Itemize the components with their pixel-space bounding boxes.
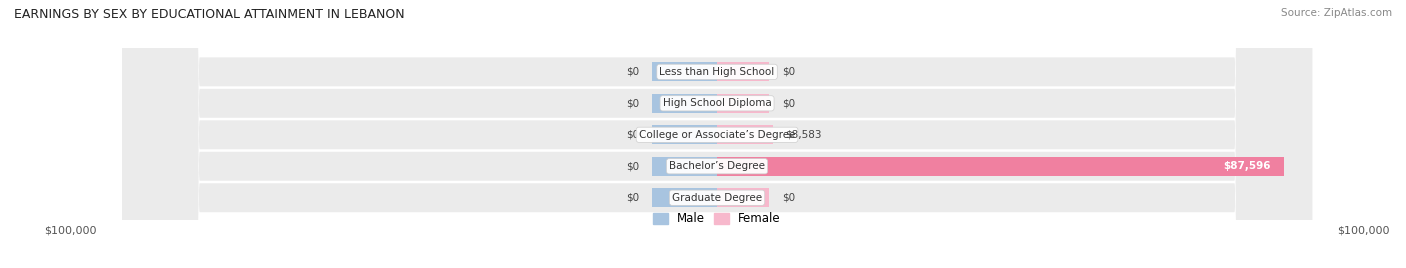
Text: $0: $0: [626, 130, 640, 140]
Text: $0: $0: [782, 193, 794, 203]
FancyBboxPatch shape: [122, 0, 1312, 268]
Text: EARNINGS BY SEX BY EDUCATIONAL ATTAINMENT IN LEBANON: EARNINGS BY SEX BY EDUCATIONAL ATTAINMEN…: [14, 8, 405, 21]
Text: $87,596: $87,596: [1223, 161, 1271, 171]
Bar: [652, 94, 717, 113]
Text: $0: $0: [782, 98, 794, 108]
Bar: [717, 157, 1284, 176]
Text: Less than High School: Less than High School: [659, 67, 775, 77]
Bar: [652, 125, 717, 144]
FancyBboxPatch shape: [122, 0, 1312, 268]
Bar: [652, 157, 717, 176]
Bar: [717, 188, 769, 207]
Text: $8,583: $8,583: [786, 130, 823, 140]
FancyBboxPatch shape: [122, 0, 1312, 268]
Text: Graduate Degree: Graduate Degree: [672, 193, 762, 203]
Legend: Male, Female: Male, Female: [648, 208, 786, 230]
FancyBboxPatch shape: [122, 0, 1312, 268]
Text: College or Associate’s Degree: College or Associate’s Degree: [638, 130, 796, 140]
Text: Bachelor’s Degree: Bachelor’s Degree: [669, 161, 765, 171]
Bar: [717, 94, 769, 113]
Text: $0: $0: [626, 98, 640, 108]
Text: High School Diploma: High School Diploma: [662, 98, 772, 108]
FancyBboxPatch shape: [122, 0, 1312, 268]
Text: $0: $0: [782, 67, 794, 77]
Text: $0: $0: [626, 193, 640, 203]
Bar: [652, 62, 717, 81]
Bar: [652, 188, 717, 207]
Text: Source: ZipAtlas.com: Source: ZipAtlas.com: [1281, 8, 1392, 18]
Bar: [717, 125, 772, 144]
Bar: [717, 62, 769, 81]
Text: $0: $0: [626, 161, 640, 171]
Text: $0: $0: [626, 67, 640, 77]
